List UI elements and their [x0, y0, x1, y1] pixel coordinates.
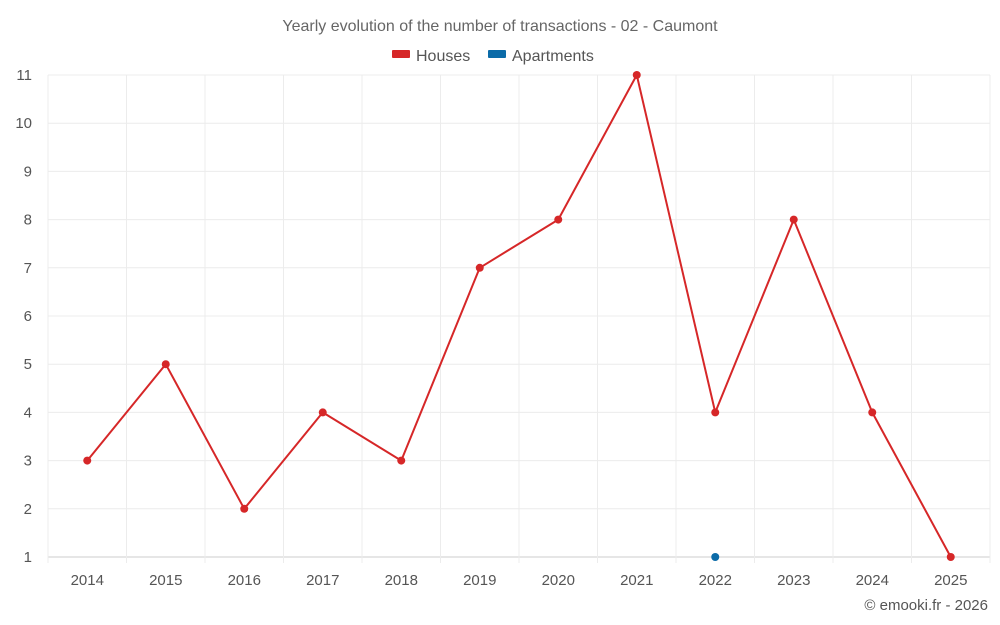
y-tick-label: 6 [24, 308, 32, 325]
legend-label-apartments[interactable]: Apartments [512, 48, 594, 65]
data-point-houses[interactable] [397, 456, 406, 465]
data-point-houses[interactable] [318, 408, 327, 417]
y-tick-label: 8 [24, 212, 32, 229]
data-point-houses[interactable] [475, 263, 484, 272]
y-tick-label: 4 [24, 404, 32, 421]
x-tick-label: 2018 [385, 572, 418, 589]
x-tick-label: 2019 [463, 572, 496, 589]
x-tick-label: 2022 [699, 572, 732, 589]
series-line-houses [86, 74, 952, 558]
y-tick-label: 2 [24, 501, 32, 518]
x-tick-label: 2016 [228, 572, 261, 589]
x-tick-label: 2020 [542, 572, 575, 589]
data-point-houses[interactable] [240, 504, 249, 513]
data-point-houses[interactable] [554, 215, 563, 224]
y-tick-label: 5 [24, 356, 32, 373]
y-tick-label: 7 [24, 260, 32, 277]
y-axis-ticks: 1 2 3 4 5 6 7 8 9 10 11 [15, 67, 32, 566]
x-tick-label: 2015 [149, 572, 182, 589]
data-point-houses[interactable] [946, 553, 955, 561]
y-tick-label: 3 [24, 453, 32, 470]
x-axis-ticks: 2014 2015 2016 2017 2018 2019 2020 2021 2022 2023… [71, 572, 968, 589]
y-tick-label: 9 [24, 163, 32, 180]
x-tick-label: 2023 [777, 572, 810, 589]
data-point-houses[interactable] [161, 360, 170, 369]
y-tick-label: 11 [16, 67, 32, 84]
legend-label-houses[interactable]: Houses [416, 48, 470, 65]
y-tick-label: 10 [15, 115, 32, 132]
x-tick-label: 2024 [856, 572, 889, 589]
data-point-houses[interactable] [632, 71, 641, 79]
x-tick-label: 2025 [934, 572, 967, 589]
data-point-houses[interactable] [789, 215, 798, 224]
x-tick-label: 2014 [71, 572, 104, 589]
x-tick-label: 2021 [620, 572, 653, 589]
data-point-apartments[interactable] [711, 553, 720, 561]
series [83, 71, 955, 561]
data-point-houses[interactable] [711, 408, 720, 417]
y-tick-label: 1 [24, 549, 32, 566]
grid [47, 74, 991, 563]
legend[interactable]: Houses Apartments [392, 48, 594, 65]
data-point-houses[interactable] [868, 408, 877, 417]
credit-text: © emooki.fr - 2026 [864, 597, 988, 614]
legend-swatch-apartments [488, 50, 506, 58]
chart-title: Yearly evolution of the number of transa… [282, 18, 718, 35]
data-point-houses[interactable] [83, 456, 92, 465]
x-tick-label: 2017 [306, 572, 339, 589]
legend-swatch-houses [392, 50, 410, 58]
